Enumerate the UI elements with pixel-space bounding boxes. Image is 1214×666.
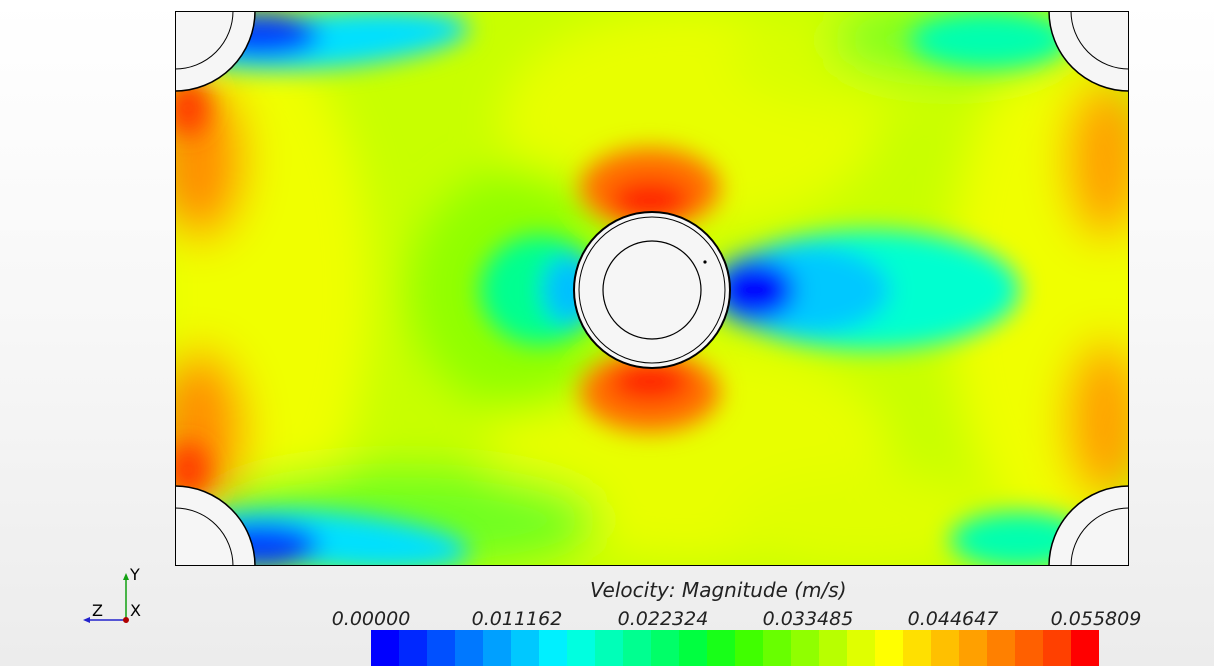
scalar-bar-tick: 0.055809 [1050,608,1142,630]
colormap-band [539,630,567,666]
obstacle-top-left [175,11,256,92]
colormap-band [623,630,651,666]
scalar-bar-tick: 0.022324 [617,608,709,630]
axis-z-label: Z [92,601,103,620]
colormap-band [1071,630,1099,666]
colormap-band [791,630,819,666]
colormap-band [903,630,931,666]
center-obstacle [573,211,731,369]
colormap-band [959,630,987,666]
colormap-band [595,630,623,666]
colormap-band [1043,630,1071,666]
colormap-band [987,630,1015,666]
colormap-band [483,630,511,666]
colormap-band [651,630,679,666]
velocity-contour-field [175,11,1129,566]
colormap-band [763,630,791,666]
obstacle-top-right [1048,11,1129,92]
colormap-band [511,630,539,666]
colormap-band [847,630,875,666]
colormap-band [875,630,903,666]
colormap-band [567,630,595,666]
scalar-bar-title: Velocity: Magnitude (m/s) [590,578,847,602]
scalar-bar-tick: 0.00000 [331,608,411,630]
colormap-band [1015,630,1043,666]
axis-x-label: X [130,601,141,620]
colormap-band [399,630,427,666]
axis-y-label: Y [129,565,140,584]
colormap-band [371,630,399,666]
scalar-bar-tick: 0.044647 [907,608,999,630]
colormap-band [679,630,707,666]
scalar-bar-colormap [371,630,1099,666]
colormap-band [819,630,847,666]
colormap-band [735,630,763,666]
scalar-bar-tick: 0.033485 [762,608,854,630]
axes-triad: Y Z X [83,565,141,623]
colormap-band [931,630,959,666]
colormap-band [427,630,455,666]
colormap-band [707,630,735,666]
obstacle-bottom-right [1048,485,1129,566]
colormap-band [455,630,483,666]
obstacle-bottom-left [175,485,256,566]
scalar-bar-tick: 0.011162 [471,608,563,630]
